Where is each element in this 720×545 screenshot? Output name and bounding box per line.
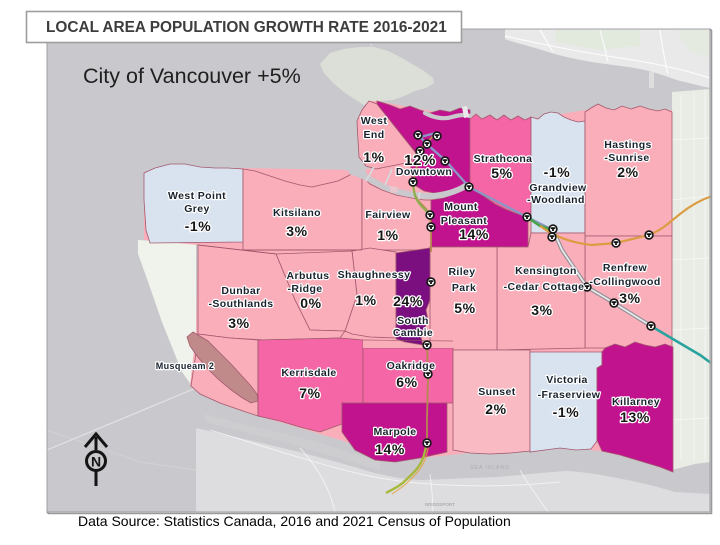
svg-text:1%: 1% [363, 149, 384, 165]
svg-text:2%: 2% [617, 164, 638, 180]
svg-text:Grey: Grey [184, 203, 210, 215]
svg-text:Fairview: Fairview [365, 209, 411, 221]
svg-text:-1%: -1% [185, 218, 212, 234]
svg-text:Pleasant: Pleasant [441, 215, 487, 227]
svg-text:Strathcona: Strathcona [474, 153, 533, 165]
svg-text:0%: 0% [300, 295, 321, 311]
svg-text:Dunbar: Dunbar [221, 285, 260, 297]
svg-text:Kensington: Kensington [515, 265, 577, 277]
svg-text:Musqueam 2: Musqueam 2 [156, 361, 215, 371]
svg-text:-Collingwood: -Collingwood [589, 276, 660, 288]
svg-text:Renfrew: Renfrew [603, 262, 648, 274]
svg-text:Kerrisdale: Kerrisdale [281, 367, 336, 379]
svg-text:24%: 24% [393, 293, 423, 309]
svg-text:End: End [363, 129, 384, 141]
svg-text:-1%: -1% [544, 164, 571, 180]
svg-text:West Point: West Point [168, 190, 226, 202]
svg-text:12%: 12% [404, 152, 436, 169]
svg-text:-Southlands: -Southlands [208, 298, 273, 310]
svg-text:SEA ISLAND: SEA ISLAND [470, 465, 509, 471]
svg-text:Downtown: Downtown [396, 166, 452, 178]
svg-text:3%: 3% [228, 315, 249, 331]
svg-text:5%: 5% [491, 165, 512, 181]
svg-text:LOCAL AREA POPULATION GROWTH R: LOCAL AREA POPULATION GROWTH RATE 2016-2… [46, 19, 447, 36]
svg-text:West: West [361, 115, 388, 127]
svg-text:14%: 14% [375, 441, 405, 457]
svg-text:Cambie: Cambie [393, 327, 433, 339]
svg-text:Mount: Mount [444, 201, 478, 213]
svg-text:13%: 13% [620, 409, 650, 425]
svg-text:Hastings: Hastings [604, 139, 652, 151]
svg-text:City of Vancouver +5%: City of Vancouver +5% [83, 64, 301, 88]
svg-text:7%: 7% [299, 385, 320, 401]
svg-text:-1%: -1% [553, 404, 580, 420]
svg-text:-Fraserview: -Fraserview [538, 389, 601, 401]
svg-text:Marpole: Marpole [373, 426, 416, 438]
svg-text:1%: 1% [377, 227, 398, 243]
svg-text:Killarney: Killarney [612, 396, 660, 408]
svg-text:Sunset: Sunset [478, 386, 516, 398]
svg-text:South: South [397, 315, 429, 327]
svg-text:Grandview: Grandview [529, 182, 587, 194]
svg-text:Victoria: Victoria [546, 374, 588, 386]
svg-text:-Ridge: -Ridge [287, 283, 322, 295]
svg-text:6%: 6% [396, 374, 417, 390]
svg-text:14%: 14% [459, 226, 489, 242]
svg-text:-Sunrise: -Sunrise [604, 152, 649, 164]
svg-text:-Woodland: -Woodland [527, 194, 585, 206]
svg-text:2%: 2% [485, 401, 506, 417]
svg-text:3%: 3% [531, 302, 552, 318]
svg-text:Riley: Riley [448, 266, 475, 278]
svg-text:Arbutus: Arbutus [286, 270, 329, 282]
svg-text:Shaughnessy: Shaughnessy [338, 269, 411, 281]
svg-text:Data Source: Statistics Canada: Data Source: Statistics Canada, 2016 and… [78, 513, 511, 529]
svg-text:N: N [91, 454, 101, 470]
svg-text:BRIDGEPORT: BRIDGEPORT [425, 502, 455, 507]
svg-text:Park: Park [452, 282, 476, 294]
svg-text:3%: 3% [286, 223, 307, 239]
svg-text:5%: 5% [454, 300, 475, 316]
svg-text:-Cedar Cottage: -Cedar Cottage [504, 281, 585, 293]
svg-text:1%: 1% [355, 292, 376, 308]
svg-text:Kitsilano: Kitsilano [273, 207, 321, 219]
svg-text:3%: 3% [619, 290, 640, 306]
svg-text:Oakridge: Oakridge [387, 360, 436, 372]
